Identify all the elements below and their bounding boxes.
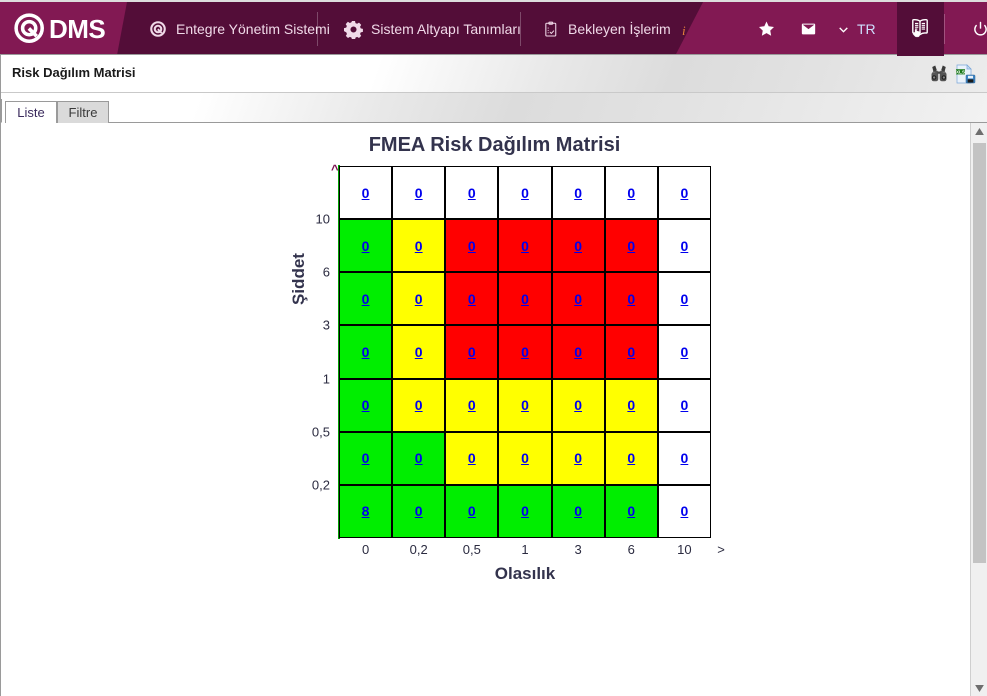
svg-text:XLS: XLS	[956, 70, 965, 76]
